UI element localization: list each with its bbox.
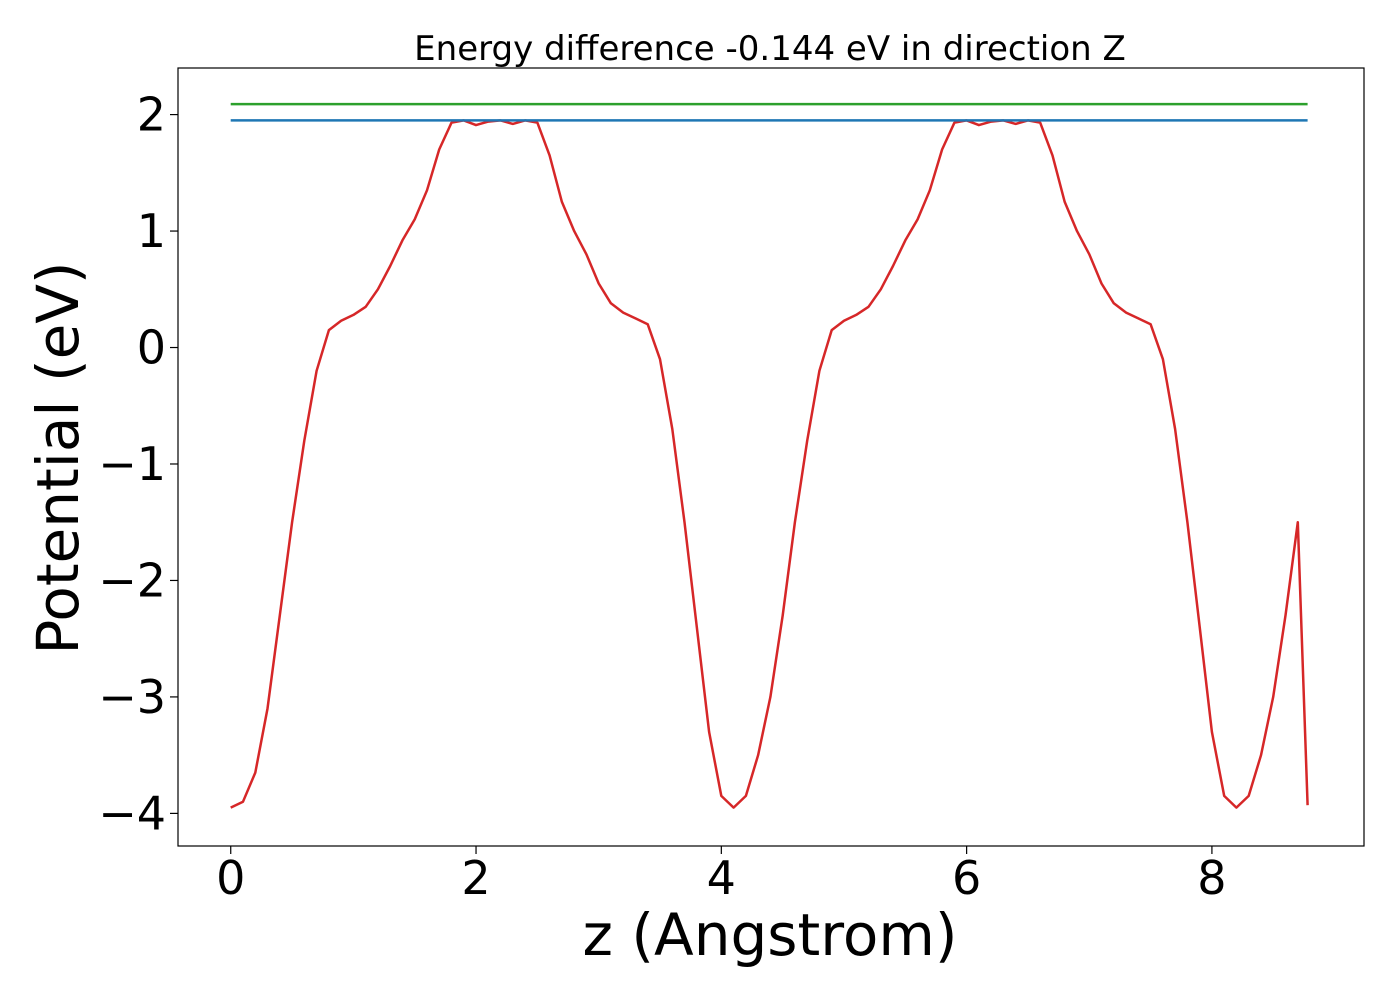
y-tick-label-5: 1 bbox=[137, 204, 166, 258]
x-tick-label-0: 0 bbox=[216, 851, 245, 905]
x-tick-label-3: 6 bbox=[952, 851, 981, 905]
x-tick-label-1: 2 bbox=[461, 851, 490, 905]
y-tick-label-2: −2 bbox=[98, 553, 166, 607]
x-axis-label: z (Angstrom) bbox=[583, 901, 958, 969]
y-tick-label-4: 0 bbox=[137, 321, 166, 375]
x-tick-label-4: 8 bbox=[1197, 851, 1226, 905]
plot-frame bbox=[177, 67, 1365, 847]
y-tick-label-0: −4 bbox=[98, 786, 166, 840]
y-tick-label-1: −3 bbox=[98, 670, 166, 724]
y-axis-label: Potential (eV) bbox=[24, 261, 92, 654]
y-tick-label-6: 2 bbox=[137, 88, 166, 142]
x-tick-label-2: 4 bbox=[707, 851, 736, 905]
y-tick-label-3: −1 bbox=[98, 437, 166, 491]
plot-area: 0 2 4 6 8 −4 −3 −2 −1 0 1 2 bbox=[98, 67, 1365, 905]
chart-title: Energy difference -0.144 eV in direction… bbox=[414, 29, 1126, 69]
series-line-0 bbox=[230, 119, 1309, 809]
